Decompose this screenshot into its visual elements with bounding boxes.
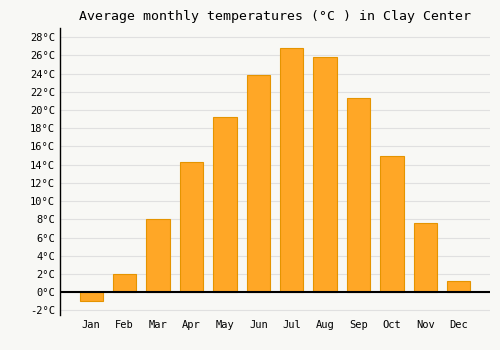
Bar bbox=[80, 292, 103, 301]
Bar bbox=[180, 162, 203, 292]
Bar bbox=[146, 219, 170, 292]
Title: Average monthly temperatures (°C ) in Clay Center: Average monthly temperatures (°C ) in Cl… bbox=[79, 10, 471, 23]
Bar bbox=[246, 75, 270, 292]
Bar bbox=[280, 48, 303, 292]
Bar bbox=[314, 57, 337, 292]
Bar bbox=[447, 281, 470, 292]
Bar bbox=[213, 117, 236, 292]
Bar bbox=[380, 155, 404, 292]
Bar bbox=[113, 274, 136, 292]
Bar bbox=[414, 223, 437, 292]
Bar bbox=[347, 98, 370, 292]
